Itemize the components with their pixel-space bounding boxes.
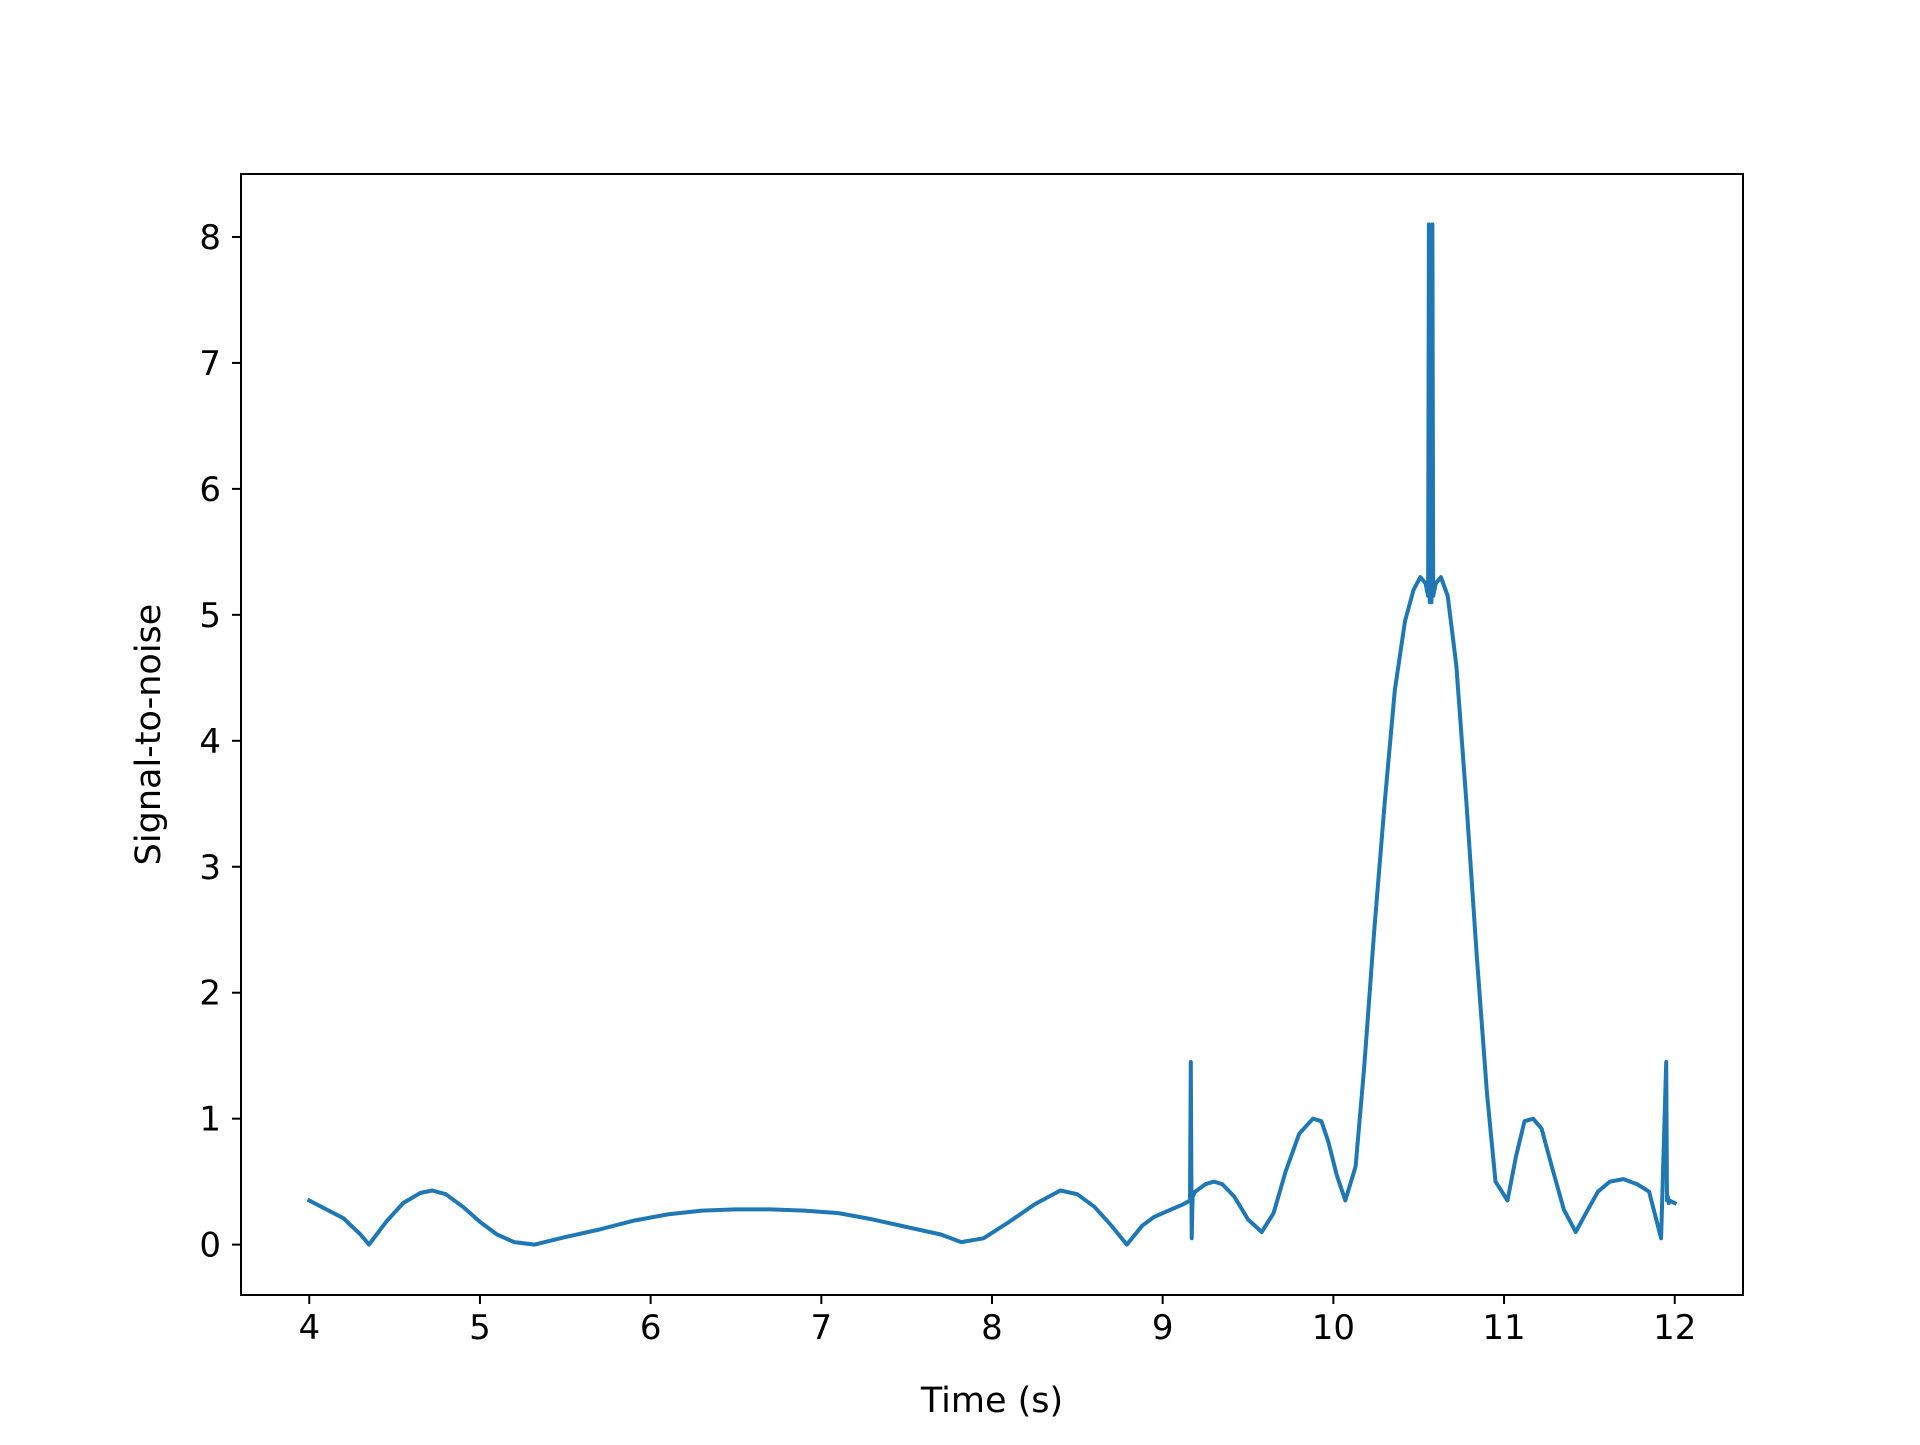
plot-area [241, 174, 1743, 1295]
x-tick-label: 5 [469, 1308, 491, 1348]
x-tick-label: 6 [640, 1308, 662, 1348]
y-axis-label: Signal-to-noise [129, 604, 169, 866]
y-tick-label: 1 [199, 1100, 221, 1140]
y-tick-label: 6 [199, 470, 221, 510]
y-tick-label: 4 [199, 722, 221, 762]
x-axis-ticks: 4 5 6 7 8 9 10 11 12 [298, 1295, 1696, 1348]
x-tick-label: 4 [298, 1308, 320, 1348]
x-tick-label: 12 [1653, 1308, 1696, 1348]
y-tick-label: 3 [199, 848, 221, 888]
x-axis-label: Time (s) [920, 1381, 1063, 1421]
y-tick-label: 5 [199, 596, 221, 636]
series-line [306, 222, 1678, 1247]
y-tick-label: 8 [199, 218, 221, 258]
x-tick-label: 11 [1482, 1308, 1525, 1348]
y-axis-ticks: 0 1 2 3 4 5 6 7 8 [199, 218, 241, 1266]
x-tick-label: 8 [981, 1308, 1003, 1348]
plot-frame [240, 173, 1744, 1296]
x-tick-label: 10 [1312, 1308, 1355, 1348]
series-group [306, 222, 1678, 1247]
y-tick-label: 0 [199, 1226, 221, 1266]
x-tick-label: 9 [1152, 1308, 1174, 1348]
x-tick-label: 7 [810, 1308, 832, 1348]
y-tick-label: 7 [199, 344, 221, 384]
y-tick-label: 2 [199, 974, 221, 1014]
